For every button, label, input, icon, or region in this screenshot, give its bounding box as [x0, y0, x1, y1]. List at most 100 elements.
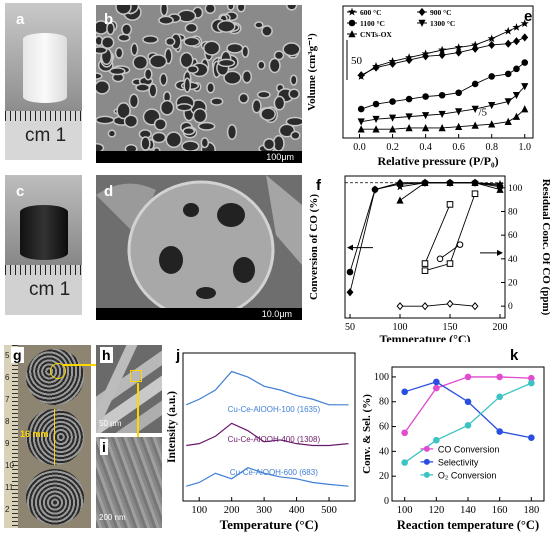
x-tick-label: 1.0	[518, 142, 531, 153]
pore	[148, 83, 158, 98]
legend-label: 900 °C	[430, 8, 452, 17]
dimension-arrow	[54, 409, 55, 465]
data-point	[504, 70, 512, 78]
series-line	[361, 62, 526, 110]
legend-label: 1300 °C	[430, 19, 455, 28]
data-point	[512, 23, 521, 31]
data-point	[504, 117, 512, 125]
pore	[197, 121, 216, 131]
pore	[273, 50, 285, 61]
data-point	[372, 63, 380, 72]
x-tick-label: 100	[191, 505, 207, 516]
pore	[148, 54, 168, 69]
data-point	[464, 422, 472, 429]
chart-e: 0.0 0.2 0.4 0.6 0.8 1.0 Relative pressure (P/P…	[306, 5, 534, 168]
scale-bar-b: 100μm	[266, 152, 294, 162]
x-tick-label: 500	[321, 505, 337, 516]
pore	[290, 130, 301, 141]
pore	[159, 72, 168, 87]
pore	[217, 19, 236, 33]
pore	[96, 115, 115, 125]
pore	[121, 23, 133, 36]
y-axis-label: Conv. & Sel. (%)	[362, 394, 373, 474]
x-tick-label: 100	[393, 322, 408, 333]
data-point	[504, 26, 513, 35]
pore	[184, 22, 198, 34]
x-tick-label: 200	[224, 505, 240, 516]
y2-tick-label: 0	[508, 302, 513, 312]
data-point	[471, 105, 479, 114]
foam-texture	[96, 5, 302, 158]
x-tick-label: 400	[289, 505, 305, 516]
y-axis-label: Conversion of CO (%)	[308, 194, 320, 300]
series-line	[400, 303, 476, 307]
data-point	[422, 93, 429, 100]
pore	[200, 137, 210, 149]
y-tick-label: 60	[379, 422, 389, 433]
y2-tick-label: 100	[508, 184, 523, 194]
pore	[254, 21, 264, 29]
mesh-disc-2	[26, 409, 84, 465]
data-point	[405, 124, 413, 132]
legend-label: O₂ Conversion	[438, 470, 497, 480]
legend: CO Conversion Selectivity O₂ Conversion	[420, 444, 500, 480]
legend-marker	[423, 458, 430, 465]
data-point	[372, 100, 380, 108]
data-point	[464, 398, 472, 406]
pore	[164, 37, 176, 47]
data-point	[471, 190, 479, 198]
data-point	[438, 50, 446, 60]
data-point	[388, 125, 397, 133]
pore	[115, 5, 132, 15]
series-0	[346, 178, 504, 297]
data-point	[357, 105, 365, 113]
ruler-digit: 5	[5, 351, 10, 360]
pore	[96, 142, 105, 153]
pore	[182, 126, 196, 136]
pore	[210, 97, 224, 106]
x-tick-label: 180	[523, 505, 539, 516]
data-point	[488, 73, 495, 80]
data-point	[421, 178, 429, 187]
series-line	[186, 467, 349, 487]
pore	[251, 98, 262, 114]
scale-bar-d: 10.0μm	[261, 309, 292, 319]
data-point	[438, 110, 446, 119]
scale-bar-label: 50	[351, 55, 363, 67]
legend-label: Selectivity	[438, 457, 479, 467]
pore	[123, 114, 139, 128]
pore	[238, 92, 250, 104]
pore	[260, 107, 276, 121]
pore	[273, 95, 286, 111]
pore	[268, 57, 281, 74]
panel-label-g: g	[11, 347, 24, 363]
data-point	[528, 374, 535, 382]
data-point	[521, 33, 529, 42]
series-line	[424, 204, 451, 264]
scale-bar-i: 200 nm	[99, 513, 126, 522]
data-point	[513, 37, 520, 46]
pore	[116, 102, 131, 120]
series-1	[357, 33, 529, 80]
legend-marker	[418, 19, 426, 27]
pore	[241, 45, 250, 58]
data-point	[401, 388, 408, 396]
x-tick-label: 120	[428, 505, 444, 516]
series-label: Cu-Ce-AlOOH-100 (1635)	[228, 405, 321, 414]
data-point	[488, 40, 496, 50]
series-1: Cu-Ce-AlOOH-400 (1308)	[186, 422, 349, 447]
zoom-square	[130, 370, 142, 382]
white-cylinder	[23, 33, 67, 103]
panel-label-h: h	[100, 347, 113, 363]
pore	[179, 51, 194, 69]
pore	[142, 35, 159, 45]
data-point	[446, 260, 454, 267]
data-point	[528, 434, 535, 442]
legend-label: CO Conversion	[438, 444, 500, 454]
series-1	[401, 378, 535, 442]
y-tick-label: 20	[379, 471, 389, 482]
legend-marker	[423, 471, 430, 478]
x-tick-label: 150	[443, 322, 458, 333]
x-axis-label: Temperature (°C)	[379, 332, 470, 342]
pore	[151, 131, 167, 144]
